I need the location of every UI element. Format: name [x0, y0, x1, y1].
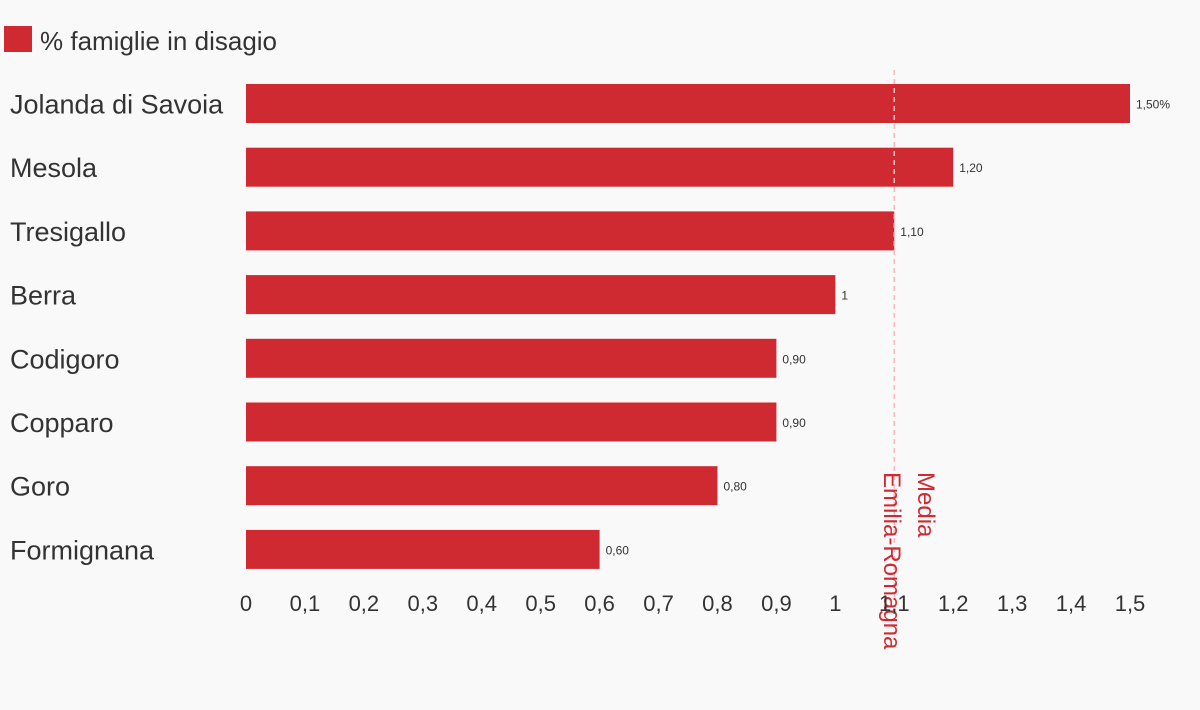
x-tick-label: 0,6: [584, 591, 615, 616]
x-tick-label: 0,8: [702, 591, 733, 616]
x-tick-label: 0,3: [408, 591, 439, 616]
category-label: Tresigallo: [10, 217, 126, 247]
x-tick-label: 1,3: [997, 591, 1028, 616]
x-tick-label: 1,1: [879, 591, 910, 616]
value-label: 0,60: [606, 543, 630, 557]
legend-swatch: [4, 26, 32, 52]
value-label: 1,10: [900, 225, 924, 239]
legend-label: % famiglie in disagio: [40, 26, 277, 56]
x-tick-label: 0,4: [466, 591, 497, 616]
x-tick-label: 1,2: [938, 591, 969, 616]
x-tick-label: 1,5: [1115, 591, 1146, 616]
category-label: Copparo: [10, 408, 114, 438]
value-labels: 1,50% 1,20 1,10 1 0,90 0,90 0,80 0,60: [606, 98, 1171, 558]
reference-line-label: Media: [912, 472, 939, 538]
category-label: Berra: [10, 281, 77, 311]
value-label: 1,20: [959, 161, 983, 175]
category-label: Mesola: [10, 153, 98, 183]
x-axis-ticks: 0 0,1 0,2 0,3 0,4 0,5 0,6 0,7 0,8 0,9 1 1,1 1,2 1,3 1,…: [240, 591, 1145, 616]
x-tick-label: 0,9: [761, 591, 792, 616]
category-label: Formignana: [10, 535, 155, 565]
category-labels: Jolanda di Savoia Mesola Tresigallo Berra Co…: [10, 90, 224, 566]
value-label: 0,90: [782, 352, 806, 366]
x-tick-label: 0,1: [290, 591, 321, 616]
bar: [246, 529, 600, 569]
x-tick-label: 1: [829, 591, 841, 616]
category-label: Jolanda di Savoia: [10, 90, 224, 120]
bar: [246, 466, 718, 506]
reference-line-label: Emilia-Romagna: [878, 472, 905, 650]
bar: [246, 84, 1130, 123]
value-label: 1: [841, 289, 848, 303]
bars: [246, 84, 1130, 569]
reference-line-group: Media Emilia-Romagna: [878, 70, 939, 650]
x-tick-label: 0: [240, 591, 252, 616]
x-tick-label: 0,5: [525, 591, 556, 616]
x-tick-label: 0,2: [349, 591, 380, 616]
legend: % famiglie in disagio: [4, 26, 277, 56]
bar: [246, 147, 954, 187]
x-tick-label: 1,4: [1056, 591, 1087, 616]
bar: [246, 338, 777, 378]
x-tick-label: 0,7: [643, 591, 674, 616]
value-label: 0,90: [782, 416, 806, 430]
bar: [246, 211, 895, 251]
bar: [246, 402, 777, 442]
category-label: Goro: [10, 472, 70, 502]
bar: [246, 275, 836, 315]
category-label: Codigoro: [10, 344, 120, 374]
value-label: 0,80: [723, 480, 747, 494]
value-label: 1,50%: [1136, 98, 1170, 112]
